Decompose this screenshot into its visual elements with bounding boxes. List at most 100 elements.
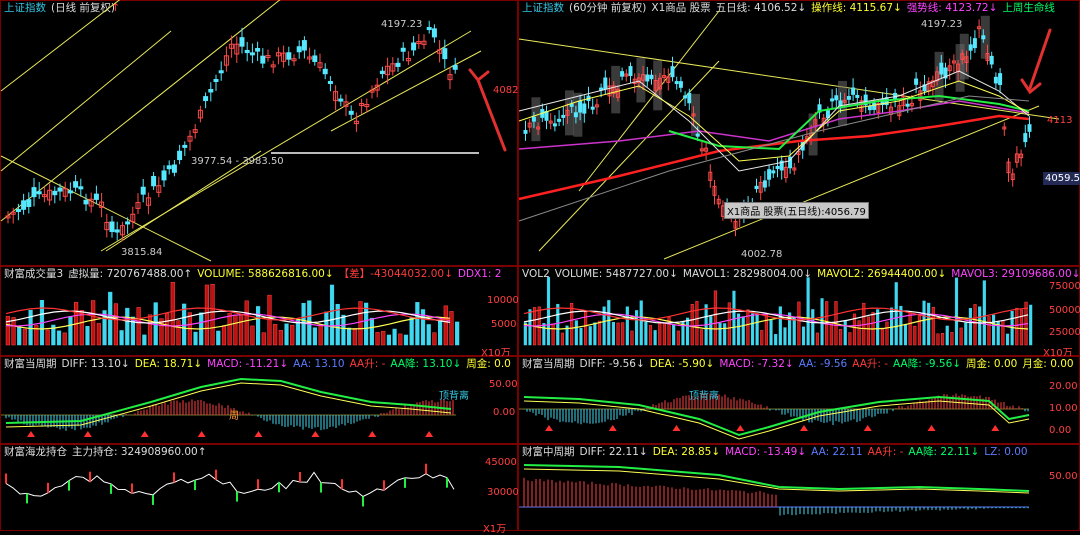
- signal-up-arrow-icon: [368, 431, 377, 437]
- volume-bar: [755, 313, 759, 346]
- volume-bar: [695, 301, 699, 346]
- candle-body: [203, 96, 209, 102]
- left-volume-svg: [5, 281, 460, 346]
- volume-bar: [894, 282, 898, 346]
- right-macd-pane[interactable]: 财富当周期 DIFF: -9.56↓ DEA: -5.90↓ MACD: -7.32↓…: [518, 356, 1080, 444]
- candle-body: [379, 70, 385, 75]
- right-vol-axis-2: 25000: [1049, 327, 1080, 338]
- right-volume-header: VOL2 VOLUME: 5487727.00↓ MAVOL1: 28298004.…: [522, 268, 1080, 281]
- volume-bar: [611, 322, 615, 346]
- volume-bar: [658, 322, 662, 346]
- left-hailong-header: 财富海龙持仓 主力持仓: 324908960.00↑: [4, 446, 212, 459]
- candle-body: [343, 101, 349, 107]
- left-volume-header: 财富成交量3 虚拟量: 720767488.00↑ VOLUME: 58862681…: [4, 268, 507, 281]
- right-mid-svg: [519, 464, 1030, 516]
- candle-body: [400, 47, 406, 52]
- volume-bar: [737, 313, 741, 346]
- left-price-axis: 4082: [493, 85, 519, 96]
- volume-bar: [556, 303, 560, 346]
- candle-body: [374, 84, 380, 91]
- candle-body: [569, 103, 574, 107]
- left-volume-pane[interactable]: 财富成交量3 虚拟量: 720767488.00↑ VOLUME: 58862681…: [0, 266, 519, 359]
- header-item-1: 虚拟量: 720767488.00↑: [68, 268, 193, 280]
- candle-body: [291, 58, 297, 62]
- candle-body: [296, 46, 302, 53]
- candle-body: [666, 76, 671, 83]
- candle-body: [578, 100, 583, 113]
- volume-bar: [238, 315, 244, 346]
- header-item-7: 周金: 0.00: [966, 358, 1018, 370]
- signal-up-arrow-icon: [197, 431, 206, 437]
- volume-bar: [551, 323, 555, 346]
- candle-body: [918, 90, 923, 101]
- left-macd-pane[interactable]: 财富当周期 DIFF: 13.10↓ DEA: 18.71↓ MACD: -11.21…: [0, 356, 518, 444]
- candle-body: [317, 62, 323, 68]
- candle-body: [452, 64, 458, 70]
- right-kline-pane[interactable]: 上证指数 (60分钟 前复权) X1商品 股票 五日线: 4106.52↓ 操作线: 4…: [518, 0, 1080, 266]
- volume-bar: [630, 330, 634, 346]
- candle-body: [905, 103, 910, 107]
- candle-body: [73, 181, 79, 188]
- header-item-0: 财富海龙持仓: [4, 446, 67, 458]
- volume-bar: [584, 311, 588, 346]
- volume-ma-line: [523, 307, 1029, 321]
- left-high-label: 4197.23: [381, 19, 423, 30]
- volume-bar: [1001, 320, 1005, 346]
- volume-bar: [51, 324, 56, 346]
- highlight-block: [573, 92, 583, 137]
- candle-body: [838, 100, 843, 107]
- volume-bar: [982, 280, 986, 346]
- signal-up-arrow-icon: [863, 425, 872, 431]
- moving-average-line: [518, 95, 1030, 222]
- signal-up-arrow-icon: [140, 431, 149, 437]
- volume-bar: [443, 305, 448, 346]
- volume-bar: [713, 290, 717, 346]
- volume-bar: [386, 334, 391, 346]
- candle-body: [804, 136, 809, 140]
- candle-body: [830, 98, 835, 102]
- header-item-2: DEA: -5.90↓: [649, 358, 715, 370]
- volume-bar: [403, 334, 409, 346]
- volume-bar: [17, 326, 22, 346]
- candle-body: [182, 144, 188, 148]
- right-vol-unit: X10万: [1043, 348, 1073, 359]
- volume-bar: [273, 323, 278, 346]
- right-volume-pane[interactable]: VOL2 VOLUME: 5487727.00↓ MAVOL1: 28298004.…: [518, 266, 1080, 359]
- left-hailong-pane[interactable]: 财富海龙持仓 主力持仓: 324908960.00↑ 45000 30000 X1…: [0, 444, 519, 535]
- right-low-label: 4002.78: [741, 249, 783, 260]
- left-kline-pane[interactable]: 上证指数 (日线 前复权) ↑ 4197.23 3815.84 3977.54 -…: [0, 0, 518, 266]
- candle-body: [1023, 133, 1028, 143]
- volume-bar: [62, 332, 67, 346]
- highlight-block: [611, 65, 621, 114]
- candle-body: [1006, 161, 1011, 174]
- volume-bar: [335, 303, 340, 346]
- volume-bar: [375, 332, 380, 346]
- candle-body: [947, 65, 952, 72]
- volume-bar: [449, 311, 454, 346]
- volume-bar: [170, 281, 175, 346]
- right-kline-svg: [518, 10, 1060, 260]
- candle-body: [104, 221, 110, 231]
- signal-up-arrow-icon: [254, 431, 263, 437]
- holding-line: [5, 471, 455, 498]
- right-mid-pane[interactable]: 财富中周期 DIFF: 22.11↓ DEA: 28.85↓ MACD: -13.49…: [518, 444, 1080, 531]
- signal-up-arrow-icon: [736, 425, 745, 431]
- candle-body: [573, 112, 578, 118]
- header-item-1: (日线 前复权): [51, 2, 116, 14]
- candle-body: [31, 187, 37, 198]
- candle-body: [130, 213, 136, 223]
- candle-body: [93, 193, 99, 200]
- left-range-label: 3977.54 - 3983.50: [191, 156, 284, 167]
- candle-body: [265, 55, 271, 59]
- left-vol-axis-1: 5000: [491, 319, 517, 330]
- candle-body: [993, 76, 998, 84]
- trend-line: [105, 150, 262, 252]
- candle-body: [691, 113, 696, 117]
- candle-body: [951, 60, 956, 64]
- volume-bar: [136, 307, 141, 346]
- candle-body: [47, 189, 53, 201]
- header-item-0: 财富中周期: [522, 446, 575, 458]
- volume-bar: [760, 330, 764, 346]
- candle-body: [416, 41, 422, 45]
- volume-bar: [978, 306, 982, 346]
